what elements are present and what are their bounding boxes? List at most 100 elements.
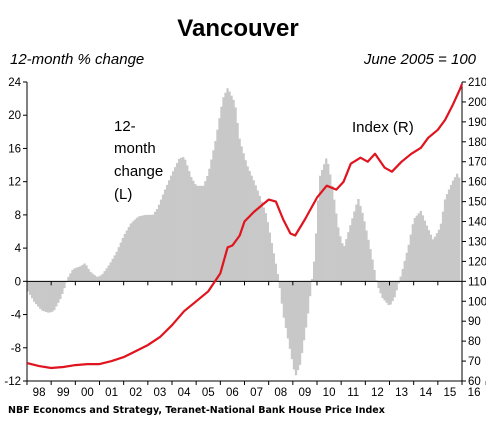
bar-102 [232,99,235,282]
bar-149 [327,164,330,282]
bar-120 [268,232,271,282]
bar-199 [427,230,431,282]
bar-81 [190,176,193,282]
bar-79 [186,165,189,282]
bar-17 [61,281,64,294]
left-tick-label: 8 [15,210,21,222]
bar-42 [111,258,114,282]
bar-85 [198,185,201,282]
bar-117 [262,207,265,282]
right-tick-label: 110 [468,276,486,288]
bar-76 [180,157,183,282]
bar-20 [67,276,70,282]
axes: -12-8-4048121620246070809010011012013014… [4,77,486,399]
left-tick-label: 4 [15,243,22,255]
right-tick-label: 100 [468,296,486,308]
bar-209 [447,189,451,282]
right-tick-label: 150 [468,197,486,209]
bar-19 [65,281,68,283]
x-tick-label: 05 [202,387,215,399]
bar-154 [337,227,340,282]
x-tick-label: 98 [33,387,46,399]
bar-48 [123,233,126,282]
bar-80 [188,171,191,282]
bar-172 [373,269,376,282]
bar-46 [119,242,122,282]
bar-155 [339,236,342,282]
bar-94 [216,129,219,282]
bar-176 [381,281,384,299]
bar-99 [226,88,229,282]
bar-68 [163,189,167,282]
left-tick-label: -12 [4,376,21,388]
bar-189 [407,244,410,282]
line-annotation: Index (R) [352,119,414,136]
bar-200 [429,234,433,282]
bar-183 [395,281,398,291]
bar-1 [29,281,32,295]
bar-197 [423,220,427,282]
bar-118 [264,213,267,282]
bar-163 [355,204,358,282]
bar-91 [210,159,213,282]
bar-112 [252,180,255,282]
bar-53 [133,219,137,282]
bar-37 [101,273,104,282]
bar-185 [399,276,402,282]
bar-178 [385,281,388,303]
bar-39 [105,268,108,282]
bar-2 [31,281,34,299]
bar-142 [312,261,316,282]
right-axis-label: June 2005 = 100 [363,51,477,68]
bar-24 [75,267,78,282]
bar-173 [375,280,378,282]
right-tick-label: 170 [468,157,486,169]
bar-131 [290,281,294,360]
left-tick-label: 16 [8,143,21,155]
bar-115 [258,195,261,282]
bar-168 [365,230,368,282]
bar-95 [218,118,221,282]
bar-88 [204,181,207,282]
bar-4 [35,281,38,305]
bar-90 [208,168,211,282]
bar-26 [79,266,82,282]
x-tick-label: 16 [468,387,481,399]
right-tick-label: 90 [468,316,481,328]
x-tick-label: 01 [105,387,118,399]
left-tick-label: -8 [11,343,21,355]
bar-162 [353,211,356,282]
bar-202 [433,236,437,282]
left-tick-label: 24 [8,77,21,89]
bar-201 [431,239,435,282]
bar-22 [71,269,74,282]
bar-69 [165,184,169,282]
bar-63 [153,211,157,282]
bar-23 [73,268,76,282]
bar-93 [214,141,217,282]
bar-161 [351,218,354,282]
bar-27 [81,264,84,282]
bar-136 [300,281,304,353]
x-tick-label: 07 [250,387,263,399]
right-tick-label: 180 [468,137,486,149]
bar-0 [27,281,30,292]
bar-60 [147,214,151,282]
bar-182 [393,281,396,298]
bar-187 [403,260,406,282]
bar-36 [99,275,102,282]
x-tick-label: 08 [274,387,287,399]
bar-153 [335,213,338,282]
x-tick-label: 09 [299,387,312,399]
bar-186 [401,268,404,282]
bar-104 [236,123,239,282]
bar-15 [57,281,60,303]
bar-3 [33,281,36,302]
bar-43 [113,255,116,282]
x-tick-label: 12 [371,387,384,399]
bar-129 [286,281,290,339]
bar-25 [77,267,80,282]
x-tick-label: 03 [154,387,167,399]
bar-152 [333,199,336,282]
bar-122 [272,253,275,282]
